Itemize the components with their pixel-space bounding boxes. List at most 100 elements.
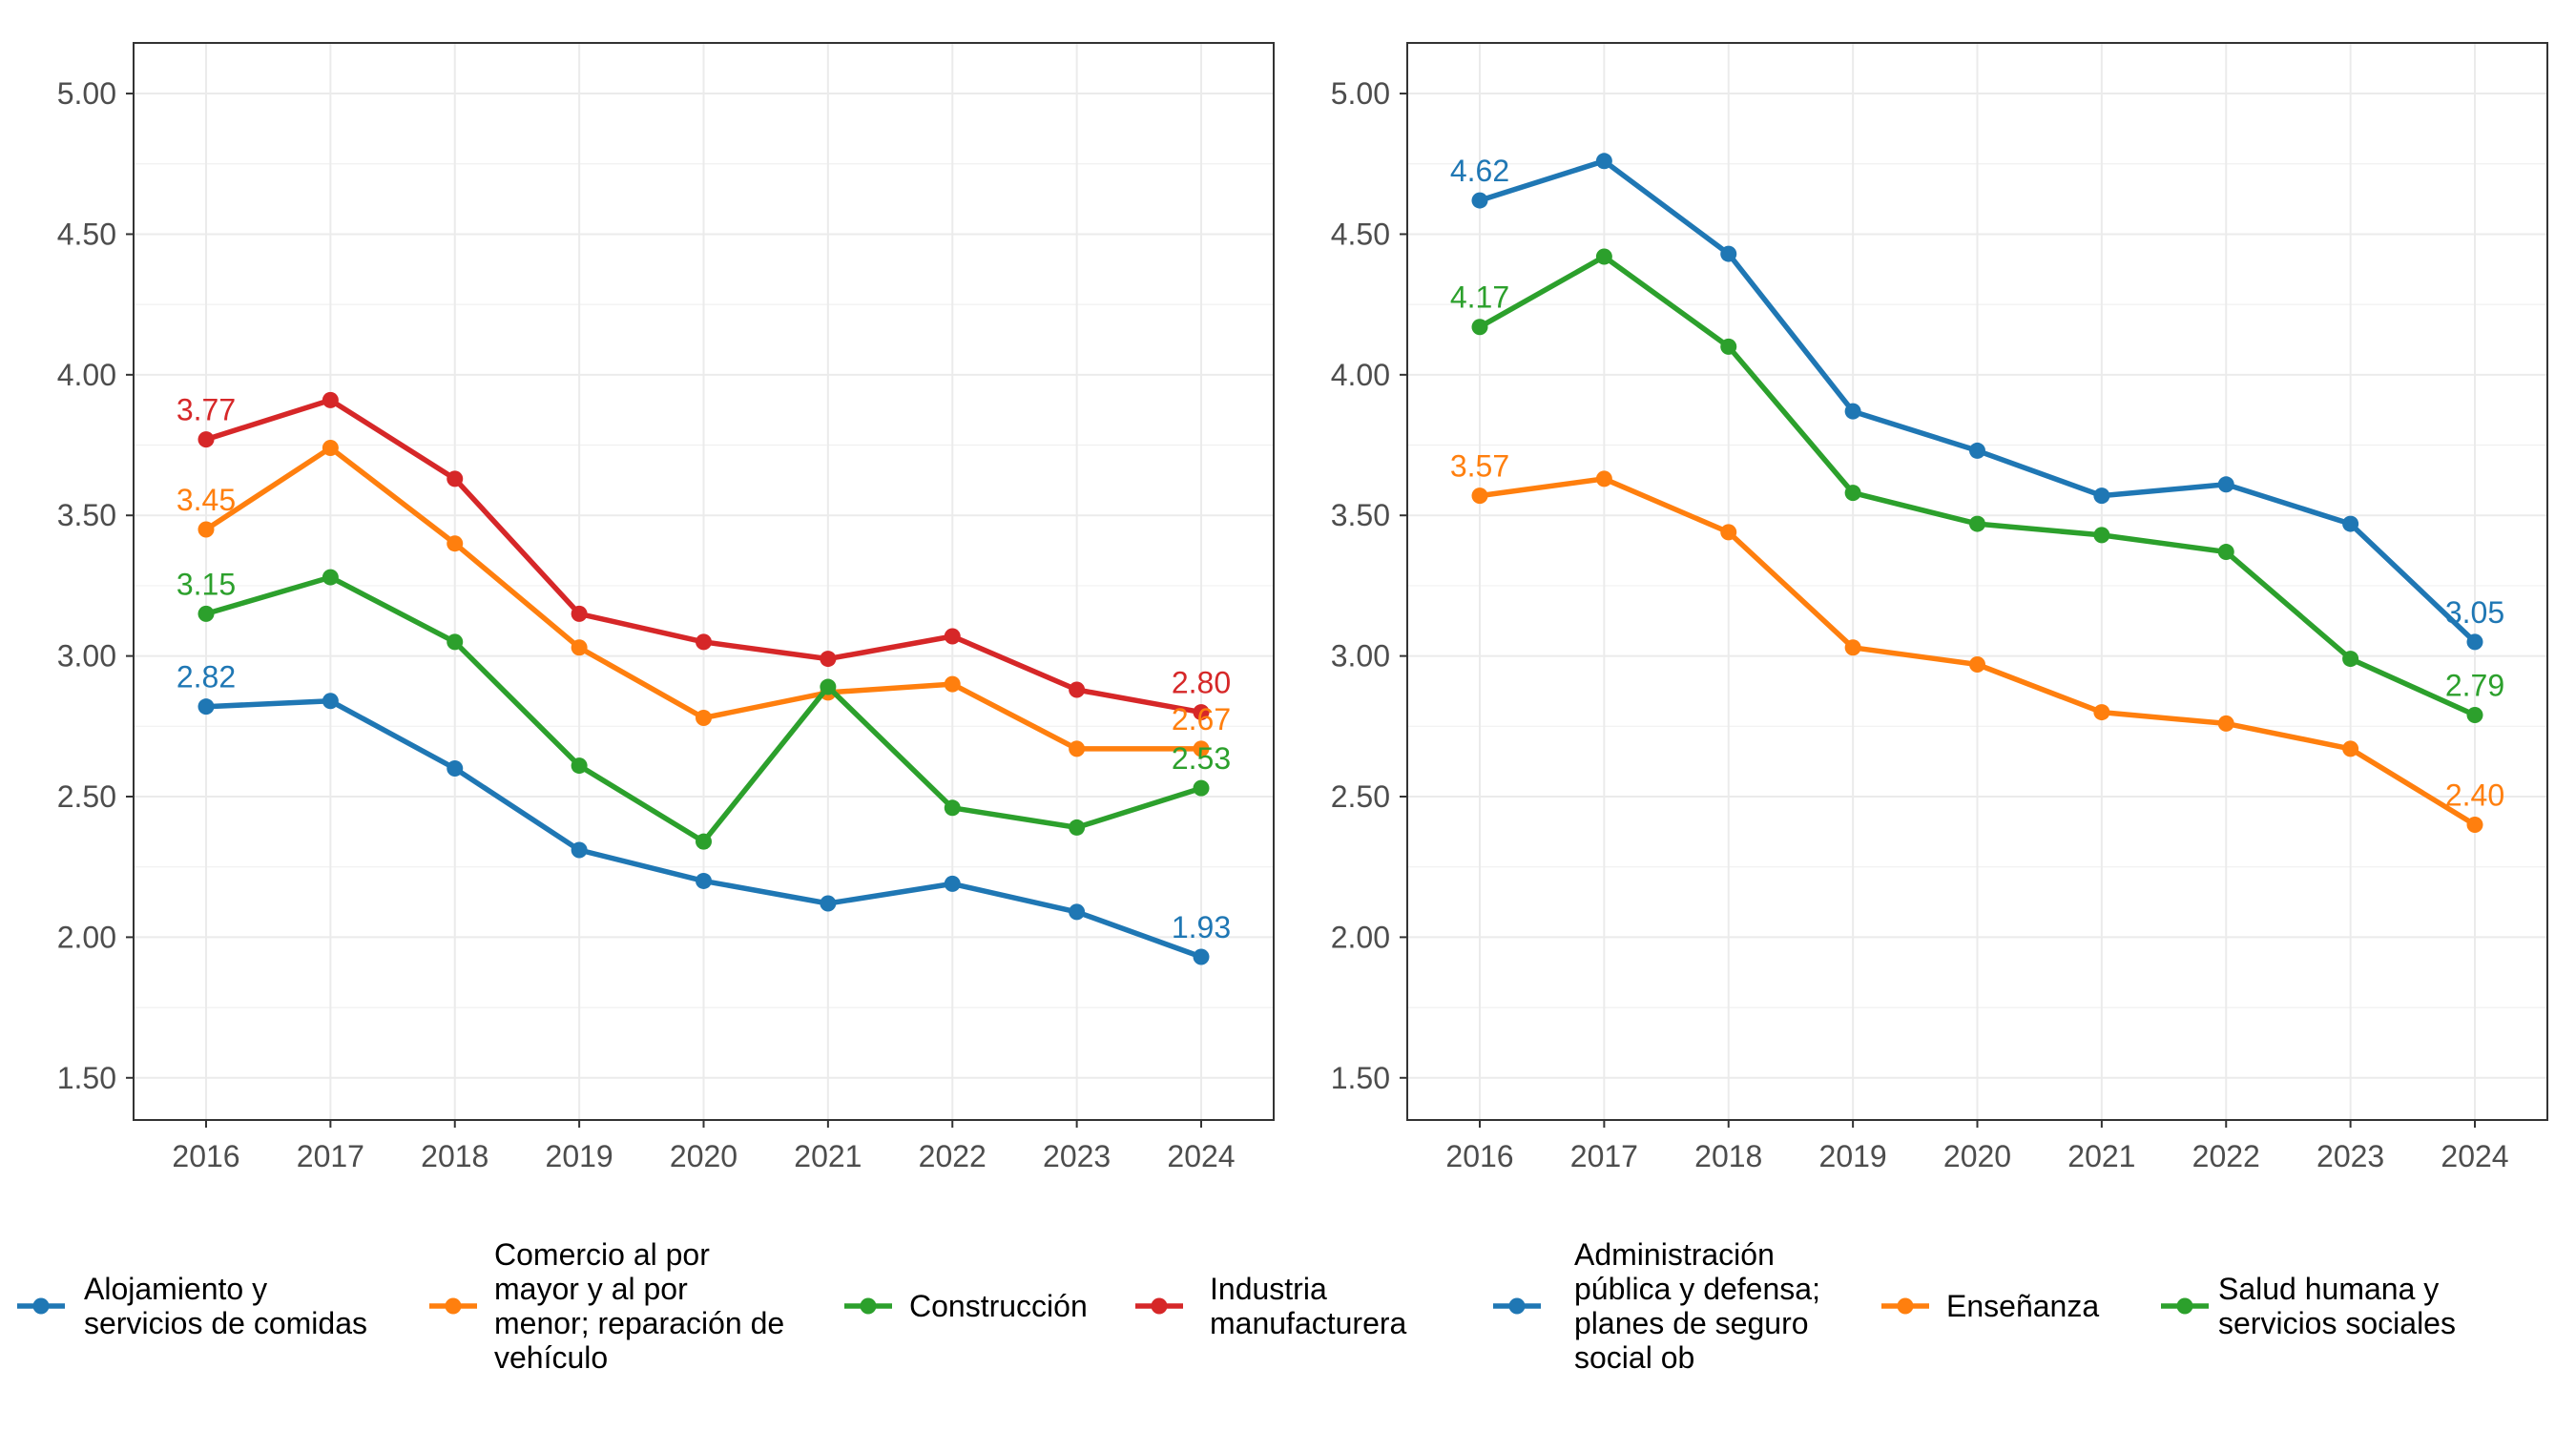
x-axis: 2016 2017 2018 2019 2020 2021 2022 2023 2024 [1445,1120,2509,1173]
y-tick-label: 2.00 [57,920,116,954]
data-point [2342,515,2359,532]
legend-key-point [1151,1297,1168,1315]
x-tick-label: 2016 [172,1139,239,1173]
legend-label: Comercio al por mayor y al por menor; repa… [494,1237,784,1375]
legend-label-line: servicios de comidas [84,1306,367,1340]
y-tick-label: 3.00 [57,639,116,674]
legend-item: Industria manufacturera [1135,1272,1407,1340]
data-point [1069,903,1086,921]
y-tick-label: 1.50 [1331,1061,1390,1095]
legend-key-point [445,1297,462,1315]
x-tick-label: 2022 [2192,1139,2260,1173]
legend-label-line: mayor y al por [494,1272,688,1306]
y-tick-label: 3.00 [1331,639,1390,674]
y-axis: 1.50 2.00 2.50 3.00 3.50 4.00 4.50 5.00 [57,76,134,1095]
legend-item: Alojamiento y servicios de comidas [17,1272,367,1340]
data-point [2466,707,2483,724]
data-point [944,675,961,693]
legend-label-line: social ob [1574,1340,1694,1375]
data-point [197,431,215,448]
data-point [696,833,712,850]
y-tick-label: 3.50 [1331,498,1390,532]
legend-label-line: Enseñanza [1946,1289,2099,1323]
series-3-labels: 3.15 2.53 [177,567,1231,776]
data-label-end: 3.05 [2445,595,2504,630]
x-tick-label: 2017 [297,1139,364,1173]
legend-item: Administración pública y defensa; planes d… [1493,1237,1820,1375]
y-tick-label: 4.50 [57,217,116,251]
series-2-labels: 3.57 2.40 [1450,449,2504,813]
data-point [571,605,588,622]
data-point [1471,487,1488,505]
data-point [322,391,339,408]
data-point [820,895,837,912]
y-axis: 1.50 2.00 2.50 3.00 3.50 4.00 4.50 5.00 [1331,76,1407,1095]
data-label-start: 4.62 [1450,154,1509,188]
data-point [1844,485,1861,502]
legend-key-point [860,1297,877,1315]
series-3 [197,569,1210,850]
data-point [1471,192,1488,209]
data-point [447,535,464,552]
legend-label-line: Administración [1574,1237,1775,1272]
data-label-end: 2.80 [1172,666,1231,700]
data-label-end: 2.53 [1172,741,1231,776]
panel-border [133,42,1275,1121]
legend-2: Administración pública y defensa; planes d… [1493,1237,2456,1375]
data-point [1844,639,1861,656]
series-2-labels: 3.45 2.67 [177,483,1231,736]
data-label-start: 3.77 [177,393,236,427]
data-point [820,651,837,668]
data-point [2217,715,2234,732]
data-label-end: 2.67 [1172,702,1231,736]
data-point [2342,651,2359,668]
legend-label: Alojamiento y servicios de comidas [84,1272,367,1340]
data-point [2217,544,2234,561]
legend-1: Alojamiento y servicios de comidas Comerci… [17,1237,1407,1375]
legend-label-line: Comercio al por [494,1237,710,1272]
data-point [322,439,339,456]
y-tick-label: 5.00 [57,76,116,111]
y-tick-label: 2.50 [57,779,116,814]
legend-label-line: vehículo [494,1340,608,1375]
data-label-start: 3.15 [177,567,236,601]
legend-key-point [1897,1297,1914,1315]
legend-key-point [2176,1297,2193,1315]
data-point [447,633,464,651]
data-point [1595,153,1612,170]
y-tick-label: 3.50 [57,498,116,532]
data-point [2342,740,2359,757]
data-point [1844,403,1861,420]
legend-label-line: Industria [1210,1272,1327,1306]
y-tick-label: 5.00 [1331,76,1390,111]
data-point [1720,245,1737,262]
series-1-labels: 4.62 3.05 [1450,154,2504,630]
legend-label-line: menor; reparación de [494,1306,784,1340]
x-tick-label: 2021 [2067,1139,2135,1173]
data-point [2093,704,2110,721]
series-1 [197,693,1210,965]
series-3-labels: 4.17 2.79 [1450,280,2504,703]
data-point [197,698,215,716]
data-point [1069,740,1086,757]
y-tick-label: 4.00 [1331,358,1390,392]
data-point [2466,633,2483,651]
data-point [571,841,588,859]
data-point [322,693,339,710]
legend-item: Comercio al por mayor y al por menor; repa… [429,1237,784,1375]
gridlines [134,43,1274,1120]
data-point [2217,476,2234,493]
x-tick-label: 2018 [421,1139,488,1173]
data-point [696,872,712,889]
panel-border [1406,42,2548,1121]
legend-label-line: manufacturera [1210,1306,1407,1340]
data-point [1193,704,1210,721]
series-1-labels: 2.82 1.93 [177,660,1231,944]
x-tick-label: 2019 [546,1139,613,1173]
data-point [571,639,588,656]
x-tick-label: 2024 [2441,1139,2508,1173]
data-point [447,470,464,487]
data-point [1720,524,1737,541]
legend-label-line: Construcción [909,1289,1088,1323]
series-2 [1471,470,2483,833]
